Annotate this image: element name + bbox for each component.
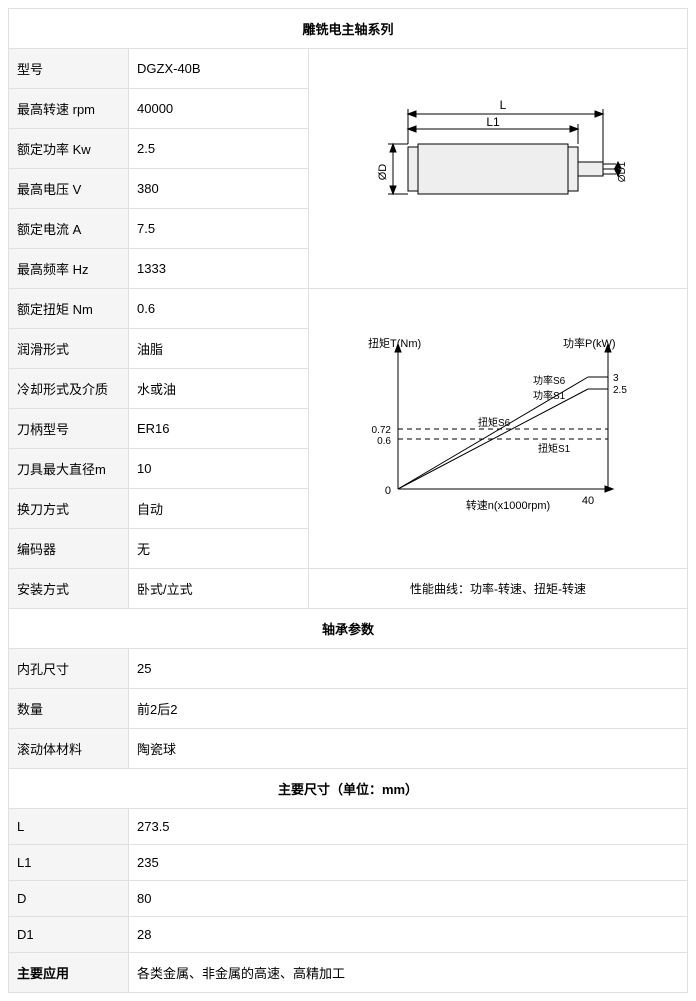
svg-text:扭矩T(Nm): 扭矩T(Nm) <box>368 336 421 350</box>
app-value: 各类金属、非金属的高速、高精加工 <box>129 953 688 993</box>
dim-label: L <box>9 809 129 845</box>
spec-label: 最高转速 rpm <box>9 89 129 129</box>
series-header: 雕铣电主轴系列 <box>9 9 688 49</box>
svg-text:0: 0 <box>385 485 391 497</box>
spec-label: 换刀方式 <box>9 489 129 529</box>
spec-label: 最高电压 V <box>9 169 129 209</box>
spec-table: 雕铣电主轴系列 型号 DGZX-40B <box>8 8 688 993</box>
bearing-header: 轴承参数 <box>9 609 688 649</box>
bearing-label: 滚动体材料 <box>9 729 129 769</box>
spec-label: 刀具最大直径m <box>9 449 129 489</box>
spec-value: 40000 <box>129 89 309 129</box>
dim-value: 28 <box>129 917 688 953</box>
spec-value: DGZX-40B <box>129 49 309 89</box>
performance-curve: 扭矩T(Nm) 功率P(kW) 转速n(x1000rpm) 0 40 0.72 … <box>358 329 638 529</box>
svg-text:转速n(x1000rpm): 转速n(x1000rpm) <box>466 498 550 512</box>
spec-label: 额定扭矩 Nm <box>9 289 129 329</box>
dim-row: L273.5 <box>9 809 688 845</box>
spec-row: 型号 DGZX-40B <box>9 49 688 89</box>
spec-value: 1333 <box>129 249 309 289</box>
performance-curve-cell: 扭矩T(Nm) 功率P(kW) 转速n(x1000rpm) 0 40 0.72 … <box>309 289 688 569</box>
spec-value: 380 <box>129 169 309 209</box>
bearing-value: 陶瓷球 <box>129 729 688 769</box>
bearing-label: 内孔尺寸 <box>9 649 129 689</box>
dims-header: 主要尺寸（单位：mm） <box>9 769 688 809</box>
dimension-diagram: L L1 ØD ØD1 <box>368 84 628 254</box>
spec-label: 型号 <box>9 49 129 89</box>
svg-text:功率P(kW): 功率P(kW) <box>563 336 616 350</box>
svg-text:扭矩S6: 扭矩S6 <box>478 416 511 429</box>
dim-label: D <box>9 881 129 917</box>
bearing-row: 内孔尺寸25 <box>9 649 688 689</box>
svg-text:2.5: 2.5 <box>613 385 627 396</box>
svg-text:3: 3 <box>613 373 619 384</box>
spec-label: 额定功率 Kw <box>9 129 129 169</box>
spec-value: 自动 <box>129 489 309 529</box>
spec-label: 润滑形式 <box>9 329 129 369</box>
app-row: 主要应用 各类金属、非金属的高速、高精加工 <box>9 953 688 993</box>
spec-label: 冷却形式及介质 <box>9 369 129 409</box>
svg-text:0.6: 0.6 <box>377 436 391 447</box>
spec-label: 最高频率 Hz <box>9 249 129 289</box>
app-label: 主要应用 <box>9 953 129 993</box>
spec-label: 安装方式 <box>9 569 129 609</box>
svg-text:L: L <box>500 98 507 112</box>
spec-value: ER16 <box>129 409 309 449</box>
dim-value: 80 <box>129 881 688 917</box>
dim-row: D80 <box>9 881 688 917</box>
spec-value: 2.5 <box>129 129 309 169</box>
svg-text:ØD: ØD <box>377 163 389 180</box>
svg-text:0.72: 0.72 <box>372 425 392 436</box>
spec-label: 额定电流 A <box>9 209 129 249</box>
bearing-row: 滚动体材料陶瓷球 <box>9 729 688 769</box>
spec-value: 10 <box>129 449 309 489</box>
spec-value: 无 <box>129 529 309 569</box>
bearing-row: 数量前2后2 <box>9 689 688 729</box>
svg-text:功率S6: 功率S6 <box>533 374 566 387</box>
spec-row: 额定扭矩 Nm 0.6 <box>9 289 688 329</box>
spec-value: 0.6 <box>129 289 309 329</box>
dim-row: D128 <box>9 917 688 953</box>
svg-text:扭矩S1: 扭矩S1 <box>538 442 571 455</box>
dim-label: D1 <box>9 917 129 953</box>
spec-value: 7.5 <box>129 209 309 249</box>
spec-value: 水或油 <box>129 369 309 409</box>
dim-row: L1235 <box>9 845 688 881</box>
dim-label: L1 <box>9 845 129 881</box>
dimension-diagram-cell: L L1 ØD ØD1 <box>309 49 688 289</box>
svg-text:ØD1: ØD1 <box>617 161 628 182</box>
spec-value: 油脂 <box>129 329 309 369</box>
spec-label: 刀柄型号 <box>9 409 129 449</box>
bearing-value: 25 <box>129 649 688 689</box>
spec-value: 卧式/立式 <box>129 569 309 609</box>
spec-row: 安装方式 卧式/立式 性能曲线：功率-转速、扭矩-转速 <box>9 569 688 609</box>
dim-value: 235 <box>129 845 688 881</box>
curve-caption: 性能曲线：功率-转速、扭矩-转速 <box>309 569 688 609</box>
bearing-value: 前2后2 <box>129 689 688 729</box>
spec-label: 编码器 <box>9 529 129 569</box>
svg-text:L1: L1 <box>486 115 500 129</box>
bearing-label: 数量 <box>9 689 129 729</box>
svg-text:功率S1: 功率S1 <box>533 389 566 402</box>
dim-value: 273.5 <box>129 809 688 845</box>
svg-text:40: 40 <box>582 495 594 507</box>
